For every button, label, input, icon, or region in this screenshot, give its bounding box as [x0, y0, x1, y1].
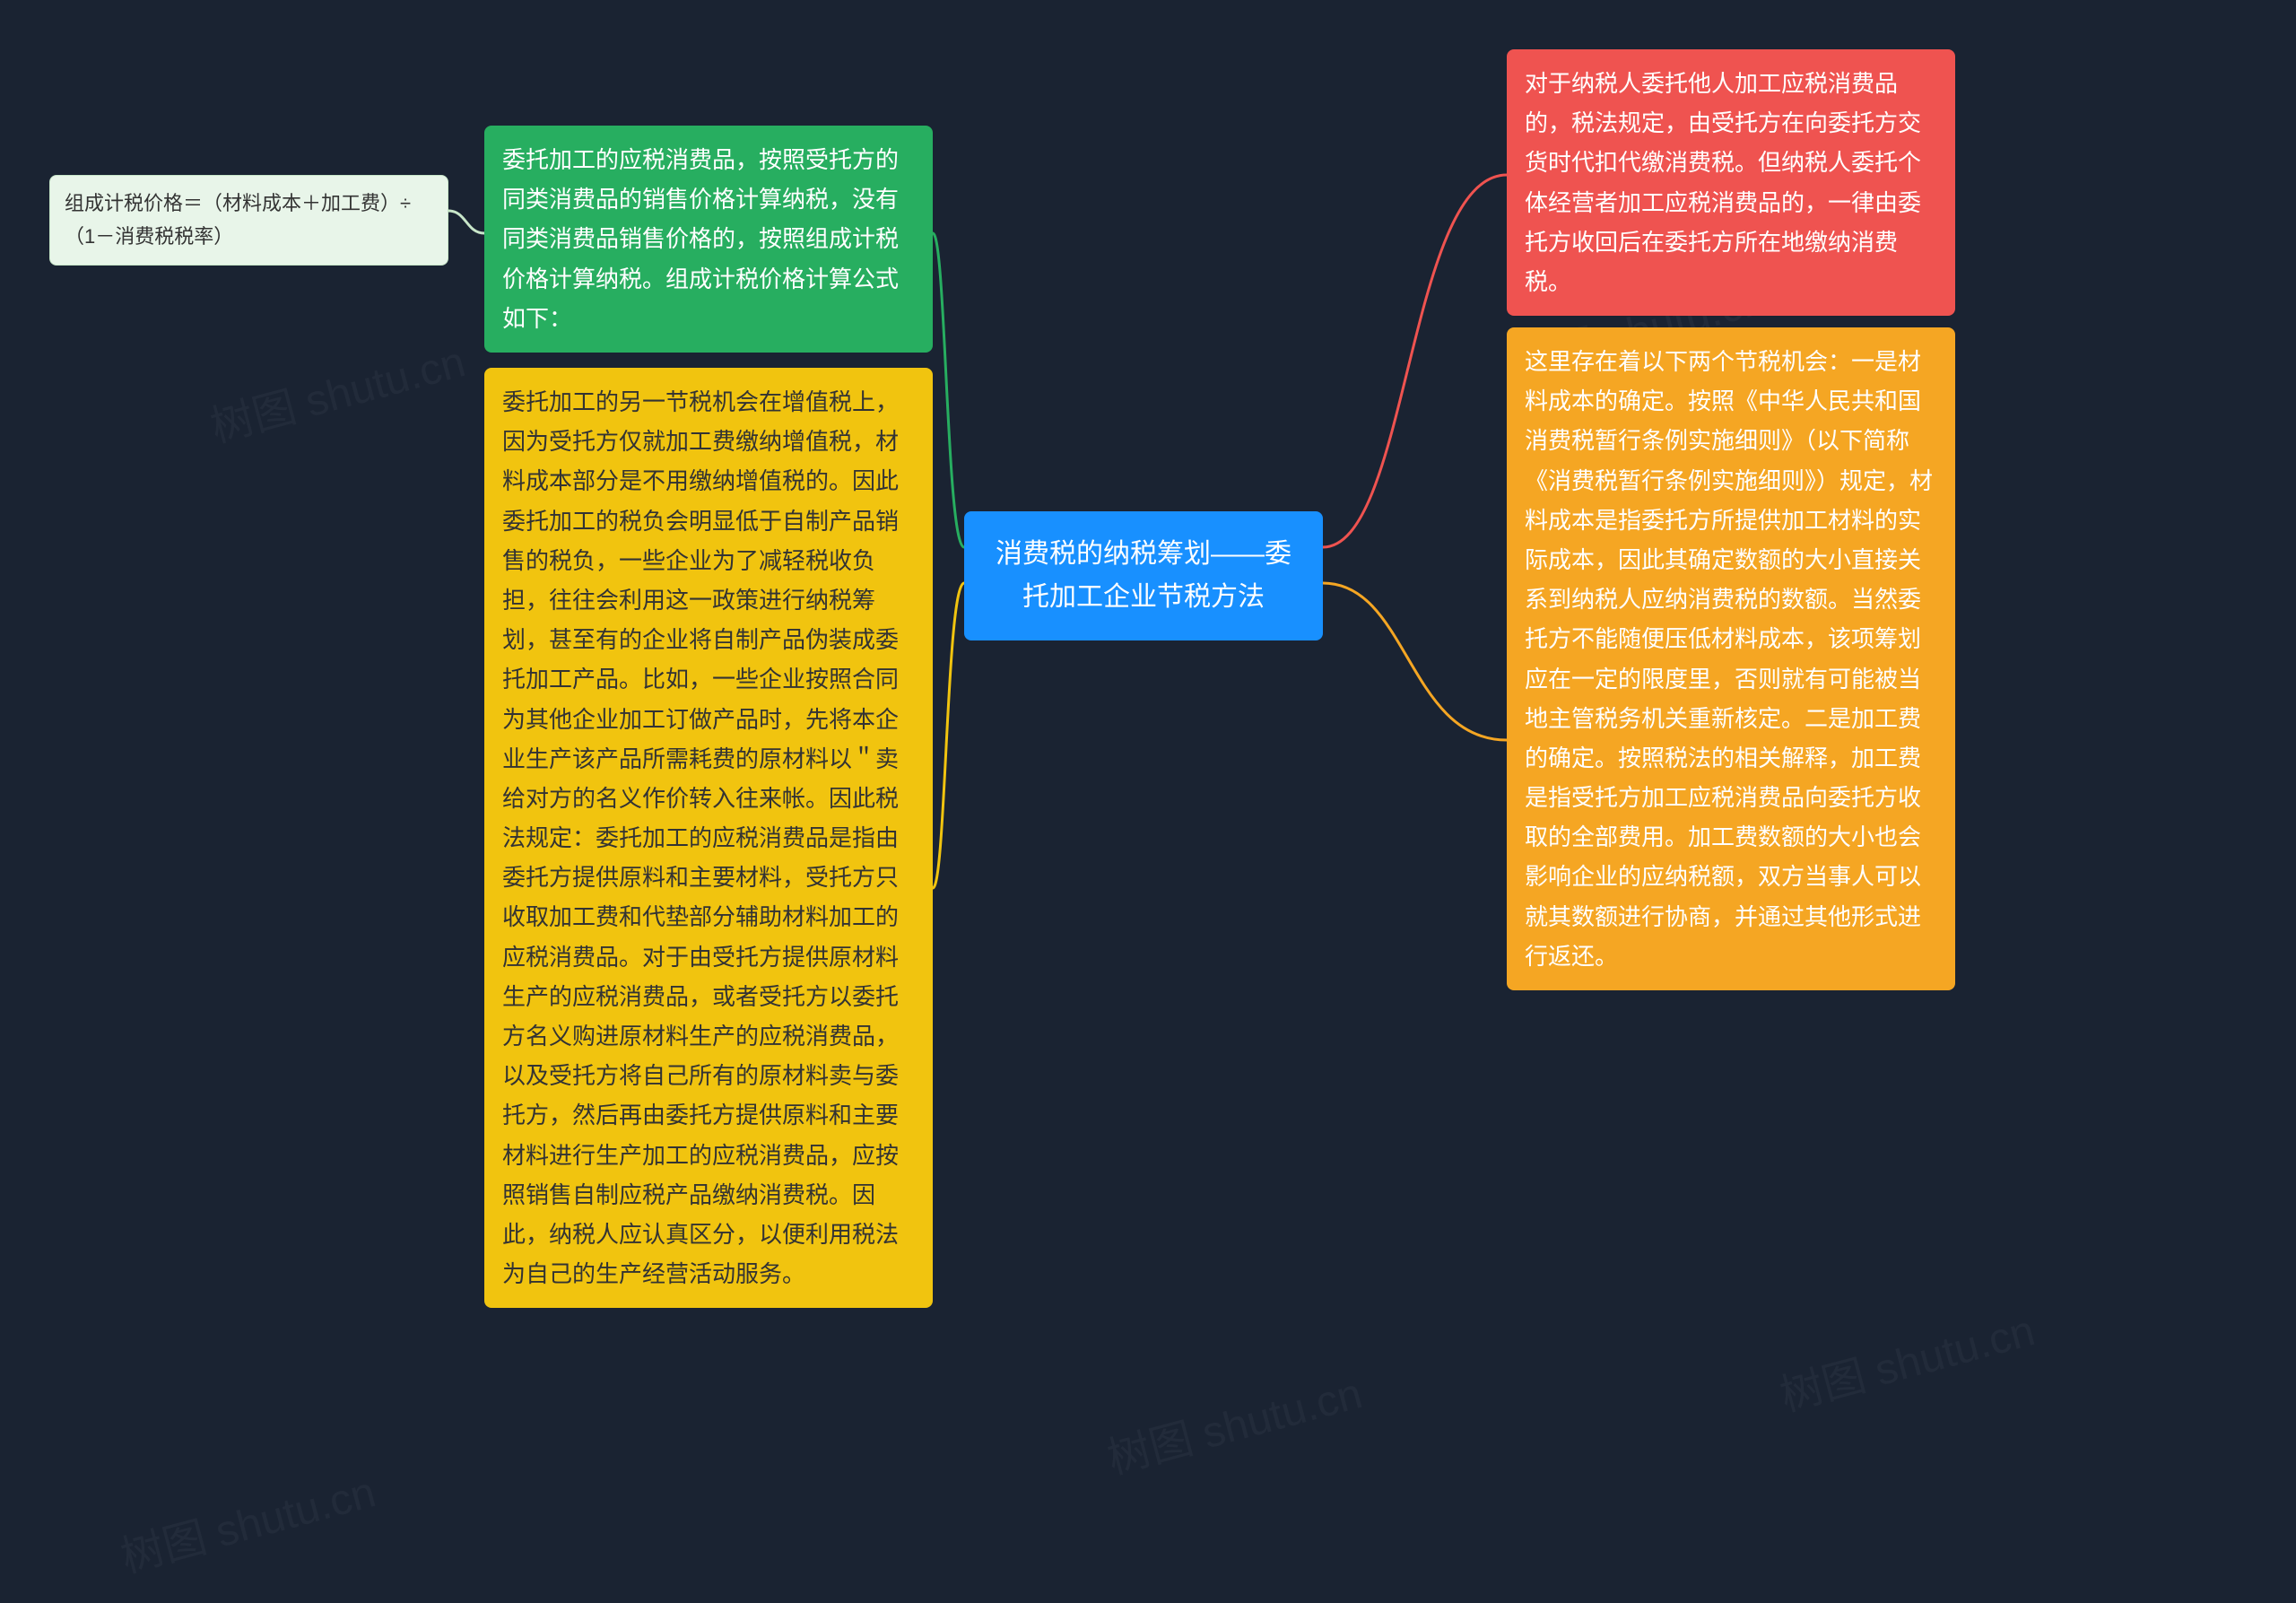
- branch-yellow[interactable]: 委托加工的另一节税机会在增值税上，因为受托方仅就加工费缴纳增值税，材料成本部分是…: [484, 368, 933, 1308]
- watermark: 树图 shutu.cn: [1100, 1358, 1368, 1486]
- branch-orange[interactable]: 这里存在着以下两个节税机会：一是材料成本的确定。按照《中华人民共和国消费税暂行条…: [1507, 327, 1955, 990]
- red-text: 对于纳税人委托他人加工应税消费品的，税法规定，由受托方在向委托方交货时代扣代缴消…: [1525, 70, 1921, 295]
- branch-formula[interactable]: 组成计税价格＝（材料成本＋加工费）÷（1－消费税税率）: [49, 175, 448, 266]
- center-title-line2: 托加工企业节税方法: [1022, 582, 1265, 612]
- formula-text: 组成计税价格＝（材料成本＋加工费）÷（1－消费税税率）: [65, 192, 411, 248]
- branch-red[interactable]: 对于纳税人委托他人加工应税消费品的，税法规定，由受托方在向委托方交货时代扣代缴消…: [1507, 49, 1955, 316]
- yellow-text: 委托加工的另一节税机会在增值税上，因为受托方仅就加工费缴纳增值税，材料成本部分是…: [502, 388, 899, 1287]
- center-title-line1: 消费税的纳税筹划——委: [996, 539, 1292, 569]
- watermark: 树图 shutu.cn: [1772, 1295, 2040, 1424]
- center-topic[interactable]: 消费税的纳税筹划——委 托加工企业节税方法: [964, 511, 1323, 640]
- orange-text: 这里存在着以下两个节税机会：一是材料成本的确定。按照《中华人民共和国消费税暂行条…: [1525, 348, 1933, 970]
- watermark: 树图 shutu.cn: [203, 327, 471, 455]
- green-text: 委托加工的应税消费品，按照受托方的同类消费品的销售价格计算纳税，没有同类消费品销…: [502, 146, 899, 332]
- branch-green[interactable]: 委托加工的应税消费品，按照受托方的同类消费品的销售价格计算纳税，没有同类消费品销…: [484, 126, 933, 353]
- watermark: 树图 shutu.cn: [113, 1457, 381, 1585]
